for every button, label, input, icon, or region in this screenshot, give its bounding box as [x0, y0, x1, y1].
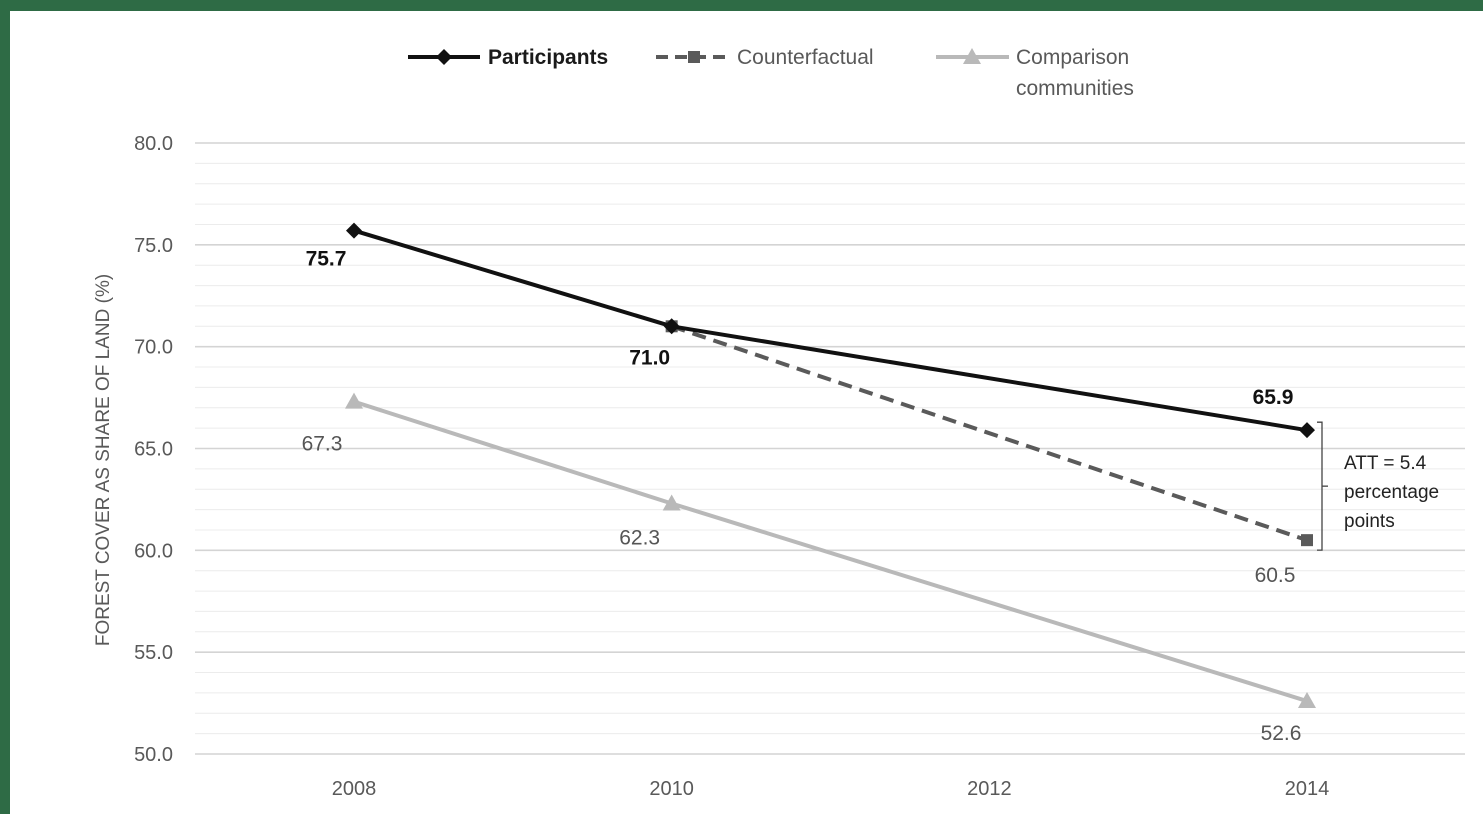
y-tick-label: 80.0: [134, 133, 173, 155]
legend: Participants Counterfactual Comparison comm…: [408, 46, 1134, 100]
x-tick-label: 2010: [649, 778, 694, 800]
series-comparison-communities: [345, 392, 1316, 709]
gridlines: [195, 142, 1465, 755]
data-label: 60.5: [1255, 564, 1296, 587]
data-label: 75.7: [306, 248, 347, 271]
point-marker: [1298, 692, 1316, 709]
legend-item-counterfactual: Counterfactual: [656, 46, 874, 69]
att-bracket: [1317, 421, 1323, 551]
x-tick-labels: 2008 2010 2012 2014: [332, 778, 1330, 800]
series-line-counterfactual: [671, 324, 1308, 543]
chart-frame: 50.0 55.0 60.0 65.0 70.0 75.0 80.0 2008 2010 201…: [10, 11, 1483, 814]
x-tick-label: 2014: [1285, 778, 1330, 800]
y-tick-labels: 50.0 55.0 60.0 65.0 70.0 75.0 80.0: [134, 133, 173, 766]
att-annotation-line: percentage: [1344, 482, 1439, 503]
data-label: 67.3: [302, 433, 343, 456]
x-tick-label: 2012: [967, 778, 1012, 800]
line-chart: 50.0 55.0 60.0 65.0 70.0 75.0 80.0 2008 2010 201…: [93, 46, 1465, 800]
legend-label: Counterfactual: [737, 46, 874, 69]
y-tick-label: 75.0: [134, 235, 173, 257]
att-annotation-line: ATT = 5.4: [1344, 453, 1427, 474]
series-layer: [345, 222, 1316, 709]
legend-label: Comparison: [1016, 46, 1129, 69]
legend-swatch-marker: [436, 49, 452, 65]
y-tick-label: 55.0: [134, 642, 173, 664]
series-counterfactual: [665, 320, 1313, 547]
y-tick-label: 65.0: [134, 439, 173, 461]
data-label: 62.3: [619, 526, 660, 549]
series-line-comparison-communities: [352, 399, 1309, 704]
point-marker: [1301, 534, 1313, 547]
x-tick-label: 2008: [332, 778, 377, 800]
y-tick-label: 60.0: [134, 540, 173, 562]
data-label: 71.0: [629, 346, 670, 369]
legend-label: Participants: [488, 46, 608, 69]
legend-item-comparison-communities: Comparison communities: [936, 46, 1134, 100]
series-line-participants: [352, 228, 1309, 433]
legend-label: communities: [1016, 77, 1134, 100]
legend-swatch-marker: [963, 48, 981, 64]
point-marker: [662, 494, 681, 511]
series-participants: [346, 222, 1315, 439]
data-labels: 75.7 71.0 65.9 60.5 67.3 62.3 52.6: [302, 248, 1302, 745]
legend-swatch-marker: [688, 51, 700, 63]
point-marker: [345, 392, 363, 409]
point-marker: [346, 222, 362, 239]
y-tick-label: 70.0: [134, 337, 173, 359]
data-label: 65.9: [1253, 386, 1294, 409]
y-tick-label: 50.0: [134, 744, 173, 766]
point-marker: [663, 318, 680, 335]
y-axis-label: FOREST COVER AS SHARE OF LAND (%): [93, 274, 114, 646]
legend-item-participants: Participants: [408, 46, 608, 69]
att-annotation: ATT = 5.4 percentage points: [1317, 421, 1439, 551]
point-marker: [1299, 422, 1315, 439]
data-label: 52.6: [1261, 722, 1302, 745]
att-annotation-line: points: [1344, 511, 1395, 532]
